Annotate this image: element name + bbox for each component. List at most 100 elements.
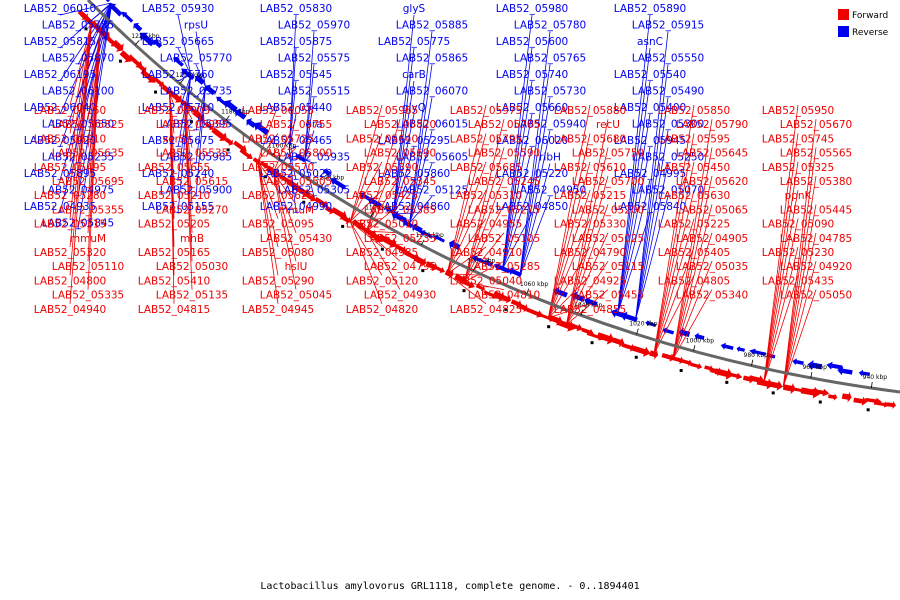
forward-gene-label-leader xyxy=(672,147,713,360)
reverse-gene-label-leader xyxy=(502,146,533,269)
forward-gene-label-leader xyxy=(547,133,591,319)
kbp-tick-label: 940 kbp xyxy=(863,374,888,381)
forward-gene-label: hslU xyxy=(285,261,308,273)
forward-gene-label: LAB52_05215 xyxy=(554,190,627,202)
kbp-tick-mark xyxy=(370,211,374,218)
forward-gene-arrow xyxy=(275,171,284,180)
forward-gene-arrow xyxy=(661,352,676,362)
forward-gene-label: LAB52_05795 xyxy=(450,133,523,145)
reverse-gene-labels: LAB52_06010 LAB52_05930 LAB52_05830 glyS LAB… xyxy=(24,3,705,230)
forward-gene-label: LAB52_05345 xyxy=(364,176,437,188)
forward-gene-label-leader xyxy=(653,104,695,355)
genome-caption: Lactobacillus amylovorus GRL1118, comple… xyxy=(260,581,639,592)
feature-marker xyxy=(154,90,158,94)
reverse-gene-label: LAB52_06195 xyxy=(24,69,97,81)
forward-gene-arrow xyxy=(828,393,838,401)
reverse-gene-arrow xyxy=(173,57,184,67)
feature-marker xyxy=(771,391,775,395)
forward-gene-label: LAB52_05670 xyxy=(780,119,853,131)
forward-gene-label: LAB52_05965 xyxy=(346,105,419,117)
forward-gene-label-leader xyxy=(763,133,799,383)
reverse-gene-label: LAB52_05545 xyxy=(260,69,333,81)
forward-gene-label-leader xyxy=(547,218,591,319)
forward-gene-arrow xyxy=(841,391,852,403)
reverse-gene-label: LAB52_05830 xyxy=(260,3,333,15)
forward-gene-label: xerS xyxy=(162,133,186,145)
forward-gene-label: LAB52_06150 xyxy=(34,105,107,117)
forward-gene-label-leader xyxy=(69,23,92,191)
forward-gene-label-leader xyxy=(446,218,487,274)
forward-gene-label: LAB52_04945 xyxy=(242,304,315,316)
forward-gene-label: LAB52_05270 xyxy=(156,204,229,216)
forward-gene-arrow xyxy=(425,261,438,272)
forward-gene-label: recU xyxy=(596,119,620,131)
reverse-gene-label-leader xyxy=(519,196,551,277)
genome-backbone-arc xyxy=(86,0,900,394)
reverse-gene-label: era xyxy=(305,119,322,131)
forward-gene-label: LAB52_05205 xyxy=(138,219,211,231)
reverse-gene-label: LAB52_05575 xyxy=(278,53,351,65)
forward-gene-label: LAB52_05410 xyxy=(138,275,211,287)
reverse-gene-arrow xyxy=(139,32,155,47)
reverse-gene-label: LAB52_05605 xyxy=(396,152,469,164)
reverse-gene-arrow xyxy=(329,178,347,190)
forward-gene-label-leader xyxy=(653,190,695,355)
reverse-gene-label: LAB52_04975 xyxy=(42,185,115,197)
reverse-gene-label: LAB52_05540 xyxy=(614,69,687,81)
reverse-gene-label-leader xyxy=(617,47,651,314)
forward-gene-label: LAB52_05535 xyxy=(156,148,229,160)
forward-gene-label: LAB52_04820 xyxy=(346,304,419,316)
reverse-gene-label-leader xyxy=(502,80,533,269)
forward-gene-label-leader xyxy=(672,175,713,360)
feature-marker xyxy=(547,325,551,329)
reverse-gene-label-leader xyxy=(409,97,433,224)
forward-gene-label: LAB52_05505 xyxy=(260,176,333,188)
forward-gene-label: LAB52_05755 xyxy=(260,119,333,131)
reverse-gene-arrow xyxy=(792,358,804,366)
forward-gene-label: LAB52_05425 xyxy=(346,190,419,202)
forward-gene-label: LAB52_05695 xyxy=(52,176,125,188)
reverse-gene-arrow xyxy=(235,108,247,120)
forward-gene-arrow xyxy=(714,368,734,380)
reverse-gene-label: LAB52_04950 xyxy=(514,185,587,197)
forward-gene-label-leader xyxy=(565,204,609,325)
forward-gene-label-leader xyxy=(257,161,279,191)
reverse-gene-label: LAB52_05845 xyxy=(42,218,115,230)
forward-gene-label: LAB52_05590 xyxy=(468,148,541,160)
forward-gene-arrow xyxy=(596,332,615,345)
reverse-gene-label: carB xyxy=(402,69,426,81)
reverse-gene-arrow xyxy=(224,99,238,113)
forward-gene-arrow xyxy=(161,84,172,95)
reverse-gene-label: LAB52_04850 xyxy=(496,201,569,213)
forward-gene-arrow xyxy=(459,278,475,289)
reverse-gene-label-leader xyxy=(304,130,315,161)
forward-gene-arrow xyxy=(690,362,703,370)
reverse-gene-label: LAB52_05305 xyxy=(278,185,351,197)
kbp-tick-label: 1200 kbp xyxy=(176,72,204,79)
forward-gene-label: LAB52_05640 xyxy=(346,133,419,145)
reverse-gene-arrow xyxy=(121,11,134,23)
forward-gene-label-leader xyxy=(69,23,92,106)
forward-gene-label: LAB52_05690 xyxy=(364,148,437,160)
reverse-gene-label-leader xyxy=(409,196,433,224)
kbp-tick-label: 1020 kbp xyxy=(629,321,657,328)
forward-gene-label-leader xyxy=(366,230,401,234)
gene-arrows xyxy=(77,0,897,412)
forward-gene-label-leader xyxy=(69,23,92,248)
forward-gene-label-leader xyxy=(446,161,487,274)
forward-gene-label: LAB52_05820 xyxy=(364,119,437,131)
feature-marker xyxy=(634,355,638,359)
forward-gene-label: LAB52_05975 xyxy=(450,105,523,117)
forward-gene-arrow xyxy=(632,345,651,357)
forward-gene-label-leader xyxy=(566,289,609,326)
reverse-gene-label-leader xyxy=(177,74,192,115)
forward-gene-arrow xyxy=(239,148,253,160)
forward-gene-label: LAB52_05290 xyxy=(242,275,315,287)
reverse-gene-label-leader xyxy=(304,159,315,164)
reverse-gene-label-leader xyxy=(409,130,433,224)
forward-gene-label: LAB52_04800 xyxy=(34,275,107,287)
reverse-gene-label: LAB52_05490 xyxy=(632,86,705,98)
feature-marker xyxy=(380,247,384,251)
forward-gene-label: LAB52_05045 xyxy=(260,290,333,302)
forward-gene-label: LAB52_05825 xyxy=(52,119,125,131)
